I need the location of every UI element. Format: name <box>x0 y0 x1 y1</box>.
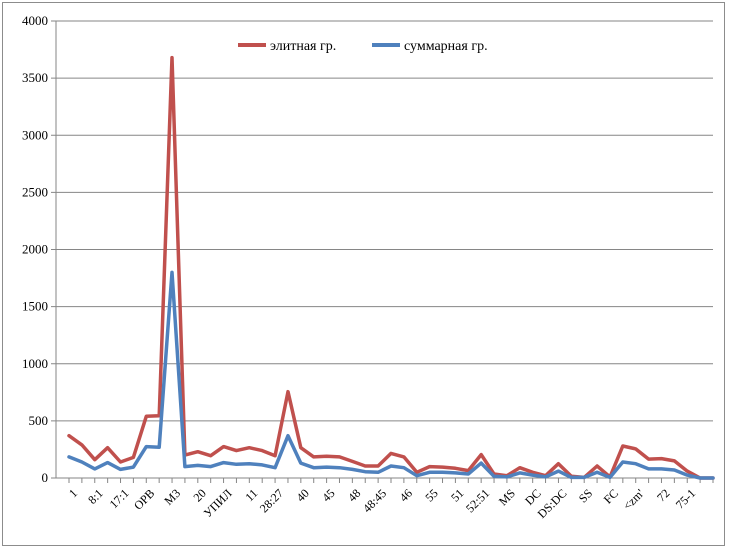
x-tick-label: 55 <box>422 486 440 504</box>
x-tick-label: DS:DC <box>535 486 570 521</box>
legend-label-total: суммарная гр. <box>404 39 488 54</box>
y-tick-label: 2500 <box>22 184 48 199</box>
legend-label-elite: элитная гр. <box>270 39 336 54</box>
series-line-total <box>67 270 715 480</box>
x-tick-label: 45 <box>319 486 337 504</box>
x-tick-label: 75-1 <box>673 486 698 511</box>
x-tick-label: 8:1 <box>85 486 106 507</box>
y-tick-label: 1000 <box>22 356 48 371</box>
x-tick-label: 48:45 <box>360 486 389 515</box>
x-tick-label: <zm' <box>620 486 647 513</box>
gridlines <box>56 20 713 479</box>
x-tick-label: OPB <box>131 486 157 512</box>
x-tick-label: 1 <box>66 486 80 500</box>
x-tick-label: M3 <box>161 486 183 508</box>
x-tick-label: 17:1 <box>107 486 132 511</box>
y-tick-label: 4000 <box>22 13 48 28</box>
x-tick-label: 28:27 <box>257 486 286 515</box>
x-tick-label: 40 <box>294 486 312 504</box>
x-tick-label: 48 <box>345 486 363 504</box>
x-tick-label: 51 <box>448 486 466 504</box>
y-tick-label: 3000 <box>22 127 48 142</box>
x-tick-label: 20 <box>190 486 208 504</box>
x-tick-label: FC <box>601 486 621 506</box>
legend: элитная гр. суммарная гр. <box>238 39 488 54</box>
x-tick-label: 52:51 <box>463 486 492 515</box>
y-tick-label: 2000 <box>22 242 48 257</box>
y-tick-label: 1500 <box>22 299 48 314</box>
series-line-elite <box>67 55 715 480</box>
y-tick-label: 3500 <box>22 70 48 85</box>
y-tick-label: 500 <box>29 413 49 428</box>
x-tick-label: MS <box>496 486 518 508</box>
x-tick-label: 46 <box>397 486 415 504</box>
y-axis: 0 500 1000 1500 2000 2500 3000 3500 4000 <box>22 13 57 485</box>
x-tick-label: SS <box>576 486 595 505</box>
y-tick-label: 0 <box>42 470 49 485</box>
x-tick-label: 11 <box>242 486 260 504</box>
x-tick-label: УПИЛ <box>201 486 235 520</box>
x-tick-label: 72 <box>654 486 672 504</box>
series-lines <box>67 55 715 480</box>
